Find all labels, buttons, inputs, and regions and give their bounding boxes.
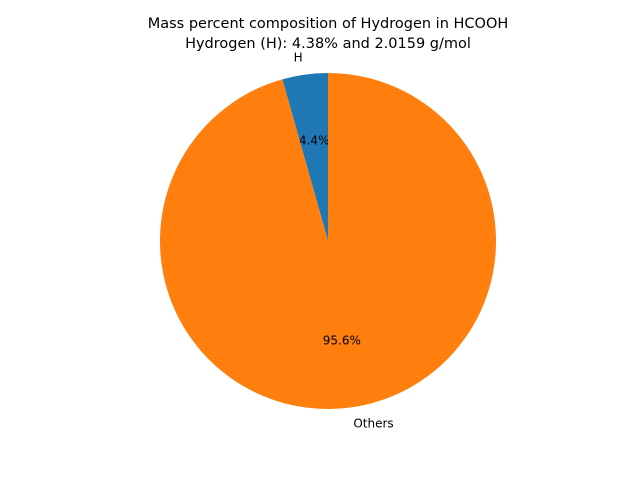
slice-percent: 95.6% [323, 333, 361, 347]
slice-label: H [294, 50, 303, 64]
slice-label: Others [353, 417, 393, 431]
pie-slice [159, 73, 496, 410]
chart-title: Mass percent composition of Hydrogen in … [148, 16, 509, 32]
chart-subtitle: Hydrogen (H): 4.38% and 2.0159 g/mol [185, 36, 471, 52]
pie-slice [282, 73, 328, 241]
slice-percent: 4.4% [299, 134, 330, 148]
